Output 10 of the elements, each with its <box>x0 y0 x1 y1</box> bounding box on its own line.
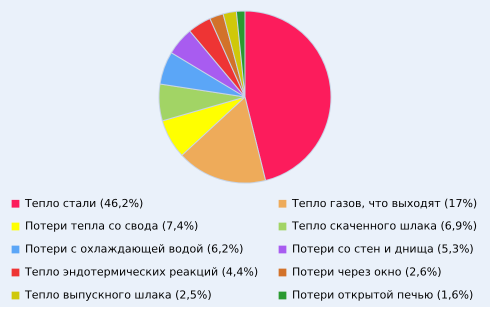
legend-label: Потери со стен и днища (5,3%) <box>292 242 474 256</box>
legend-label: Потери с охлаждающей водой (6,2%) <box>25 242 244 256</box>
legend-label: Тепло эндотермических реакций (4,4%) <box>24 266 258 278</box>
legend-label: Потери тепла со свода (7,4%) <box>25 220 198 232</box>
legend-label: Потери открытой печью (1,6%) <box>292 288 474 302</box>
legend-label: Тепло выпускного шлака (2,5%) <box>24 288 212 302</box>
legend-label: Тепло газов, что выходят (17%) <box>291 196 478 210</box>
legend-label: Тепло стали (46,2%) <box>24 196 144 210</box>
legend-label: Потери через окно (2,6%) <box>292 266 442 278</box>
legend-label: Тепло скаченного шлака (6,9%) <box>291 220 478 232</box>
